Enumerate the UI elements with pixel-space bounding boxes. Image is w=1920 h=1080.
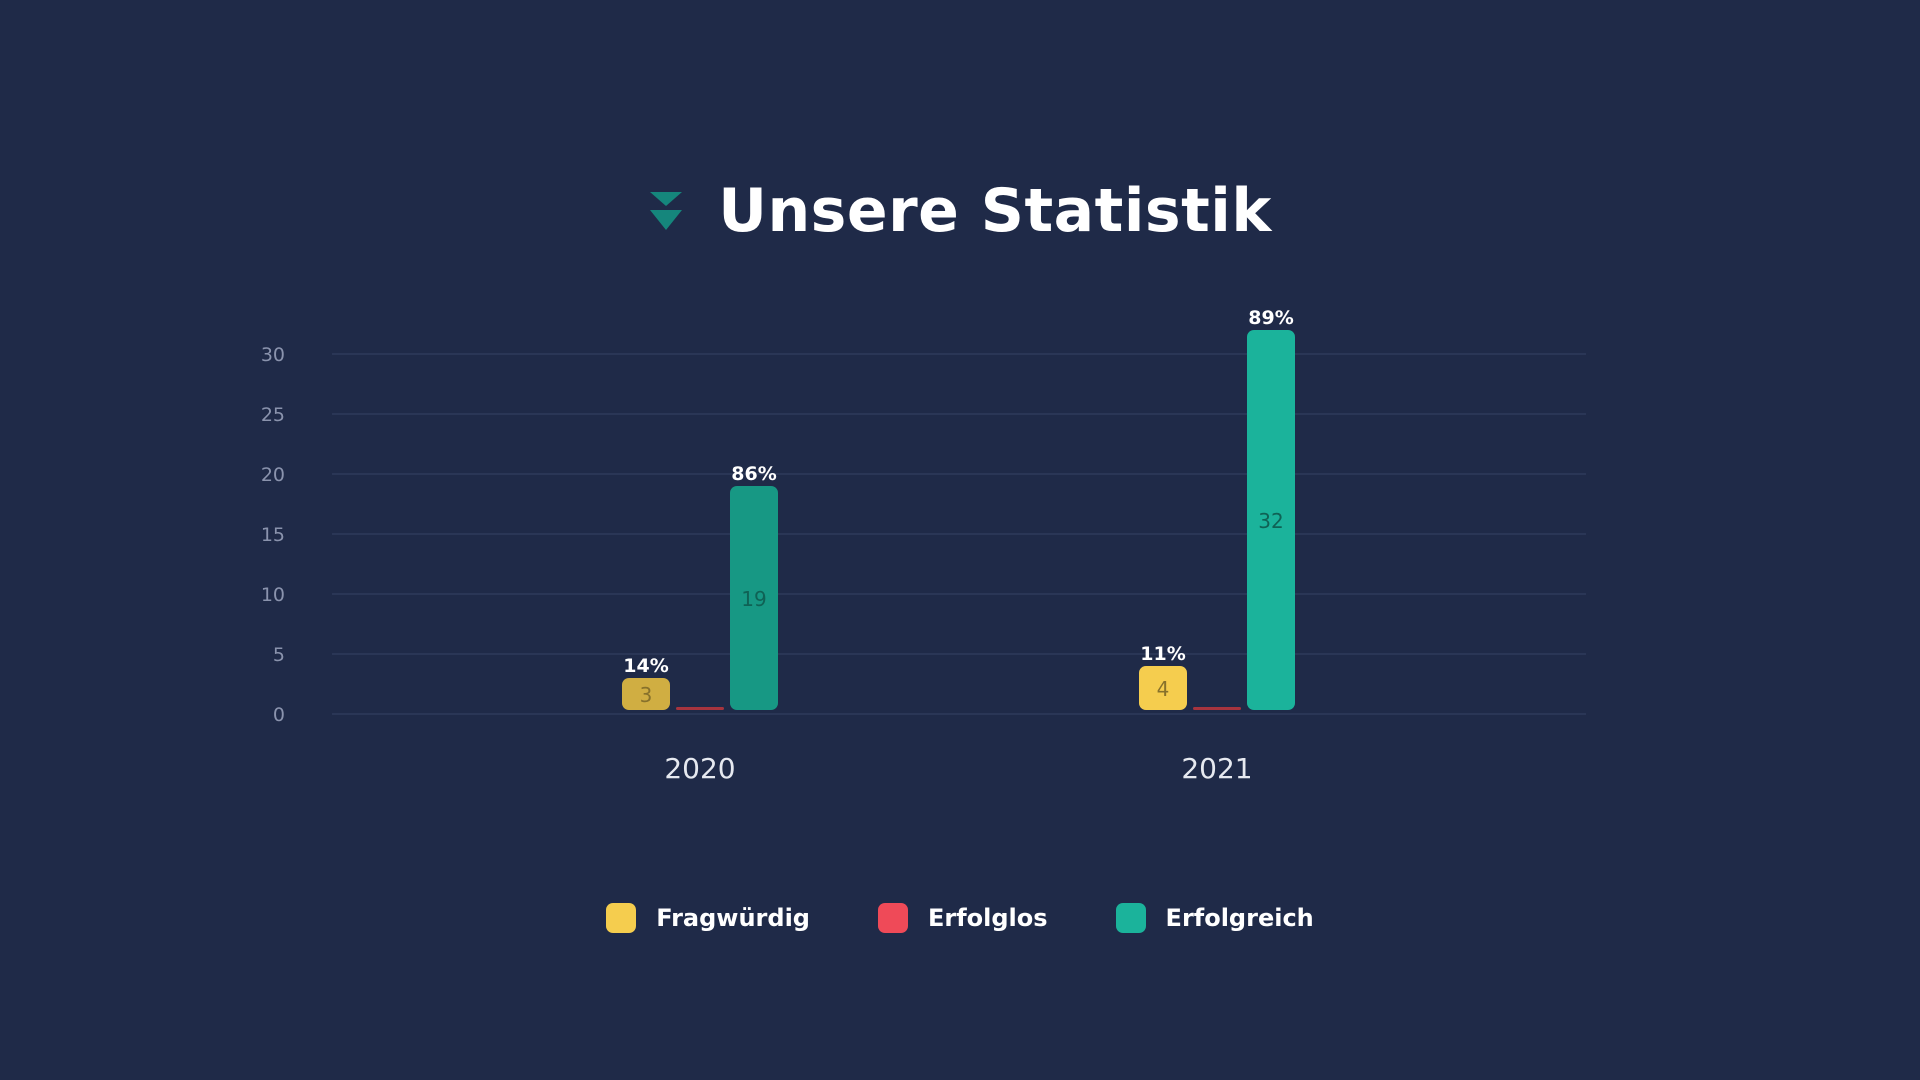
bar-value-label: 19 [741,587,766,611]
bar-erfolglos[interactable] [676,707,724,710]
y-tick-label: 30 [261,344,285,366]
heading: Unsere Statistik [0,168,1920,254]
legend-label: Erfolglos [927,904,1048,932]
bar-percent-label: 89% [1248,307,1293,329]
y-tick-label: 0 [273,704,285,726]
y-tick-label: 5 [273,644,285,666]
y-tick-label: 25 [261,404,285,426]
bar-value-label: 3 [640,683,653,707]
bar-percent-label: 11% [1140,643,1185,665]
bar-value-label: 4 [1157,677,1170,701]
bar-erfolgreich[interactable] [1247,330,1295,710]
legend-item: Fragwürdig [606,903,810,933]
x-category-label: 2020 [664,752,735,785]
legend-swatch [1115,903,1146,933]
y-tick-label: 10 [261,584,285,606]
bar-percent-label: 14% [623,655,668,677]
legend-swatch [877,903,908,933]
legend-label: Fragwürdig [656,904,810,932]
bar-fragwürdig[interactable] [622,678,670,710]
x-category-label: 2021 [1181,752,1252,785]
bar-erfolgreich[interactable] [730,486,778,710]
bar-erfolglos[interactable] [1193,707,1241,710]
y-tick-label: 15 [261,524,285,546]
bar-fragwürdig[interactable] [1139,666,1187,710]
y-tick-label: 20 [261,464,285,486]
bar-percent-label: 86% [731,463,776,485]
page-title: Unsere Statistik [718,176,1272,246]
legend-label: Erfolgreich [1165,904,1314,932]
legend-swatch [606,903,637,933]
chart-legend: Fragwürdig Erfolglos Erfolgreich [0,898,1920,938]
bar-value-label: 32 [1258,509,1283,533]
double-chevron-down-icon [650,192,683,230]
legend-item: Erfolglos [877,903,1048,933]
legend-item: Erfolgreich [1115,903,1314,933]
